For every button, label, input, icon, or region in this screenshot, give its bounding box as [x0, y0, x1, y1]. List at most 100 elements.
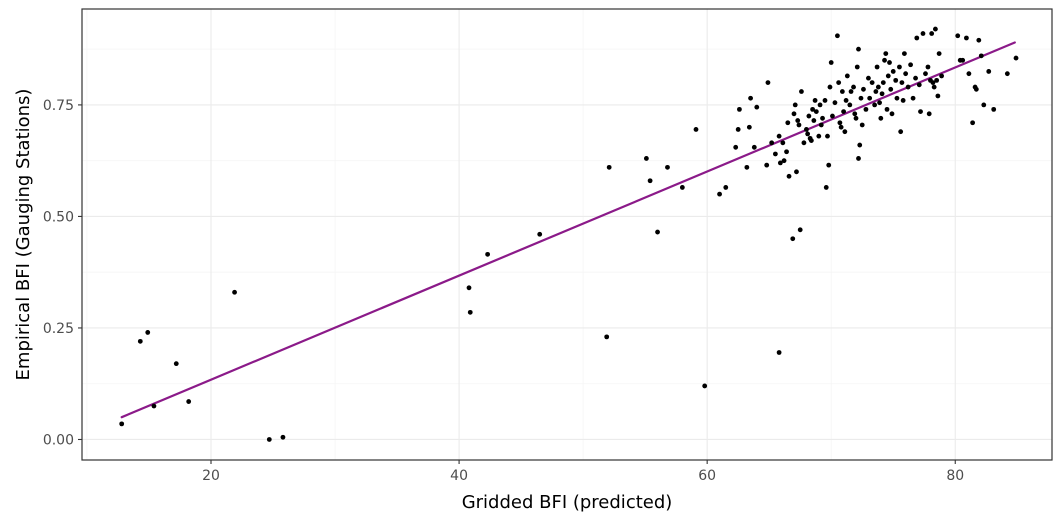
data-point	[859, 122, 865, 128]
data-point	[880, 80, 886, 86]
data-point	[145, 330, 151, 335]
data-point	[820, 115, 825, 121]
data-point	[903, 71, 909, 77]
data-point	[173, 361, 179, 367]
data-point	[777, 160, 783, 166]
data-point	[791, 111, 797, 117]
data-point	[966, 71, 972, 77]
data-point	[936, 51, 942, 57]
data-point	[847, 102, 853, 108]
data-point	[795, 118, 801, 123]
data-point	[836, 80, 842, 86]
x-tick-label: 40	[450, 468, 468, 484]
data-point	[665, 164, 670, 170]
data-point	[955, 33, 961, 39]
data-point	[485, 251, 491, 257]
data-point	[844, 73, 850, 79]
data-point	[769, 140, 775, 146]
data-point	[981, 102, 987, 108]
data-point	[832, 100, 838, 106]
data-point	[901, 51, 907, 57]
data-point	[931, 84, 937, 90]
data-point	[792, 102, 798, 108]
data-point	[1004, 71, 1010, 77]
data-point	[877, 100, 882, 106]
data-point	[869, 80, 875, 86]
data-point	[888, 86, 894, 92]
data-point	[781, 158, 787, 164]
data-point	[810, 106, 816, 112]
data-point	[841, 109, 847, 115]
data-point	[733, 144, 739, 150]
data-point	[910, 95, 916, 101]
data-point	[856, 156, 861, 161]
data-point	[905, 84, 911, 90]
data-point	[717, 191, 722, 197]
data-point	[857, 142, 863, 148]
data-point	[867, 95, 873, 101]
x-axis-title: Gridded BFI (predicted)	[462, 492, 673, 513]
data-point	[858, 95, 864, 101]
data-point	[852, 111, 858, 117]
data-point	[923, 71, 928, 77]
y-tick-label: 0.50	[43, 209, 74, 225]
data-point	[643, 156, 649, 161]
data-point	[796, 122, 802, 128]
data-point	[986, 69, 992, 74]
data-point	[878, 115, 884, 121]
data-point	[785, 120, 791, 126]
data-point	[784, 149, 789, 155]
data-point	[754, 104, 760, 110]
data-point	[151, 403, 157, 409]
data-point	[805, 131, 811, 137]
data-point	[898, 129, 904, 135]
data-point	[960, 57, 966, 63]
data-point	[826, 162, 832, 168]
y-tick-label: 0.25	[43, 321, 74, 337]
data-point	[913, 75, 918, 81]
data-point	[679, 185, 685, 190]
data-point	[232, 289, 237, 295]
data-point	[606, 164, 612, 170]
data-point	[806, 113, 812, 119]
data-point	[735, 127, 741, 132]
data-point	[780, 140, 786, 146]
data-point	[914, 35, 920, 41]
data-point	[186, 399, 192, 404]
data-point	[894, 95, 900, 101]
data-point	[828, 60, 834, 65]
data-point	[808, 138, 814, 143]
data-point	[811, 118, 817, 123]
data-point	[842, 129, 848, 135]
y-tick-label: 0.75	[43, 98, 74, 114]
data-point	[655, 229, 660, 235]
data-point	[119, 421, 125, 427]
data-point	[856, 46, 861, 52]
y-axis: 0.00 0.25 0.50 0.75	[43, 98, 82, 448]
x-tick-label: 80	[946, 468, 964, 484]
grid-major	[82, 9, 1052, 460]
data-point	[765, 80, 771, 86]
data-point	[817, 102, 823, 108]
data-point	[935, 93, 941, 99]
data-point	[827, 84, 833, 90]
panel-border	[81, 8, 1053, 461]
data-point	[751, 144, 757, 150]
data-point	[737, 106, 742, 112]
grid-minor	[82, 9, 1052, 460]
data-point	[537, 231, 543, 237]
data-point	[786, 173, 792, 179]
data-point	[890, 69, 896, 74]
data-point	[889, 111, 895, 117]
x-tick-label: 60	[698, 468, 716, 484]
data-point	[823, 185, 829, 190]
data-point	[978, 53, 984, 59]
data-point	[854, 64, 860, 70]
data-point	[929, 31, 935, 36]
data-point	[746, 124, 752, 130]
data-point	[991, 106, 997, 112]
data-point	[879, 91, 885, 97]
data-point	[861, 86, 866, 92]
